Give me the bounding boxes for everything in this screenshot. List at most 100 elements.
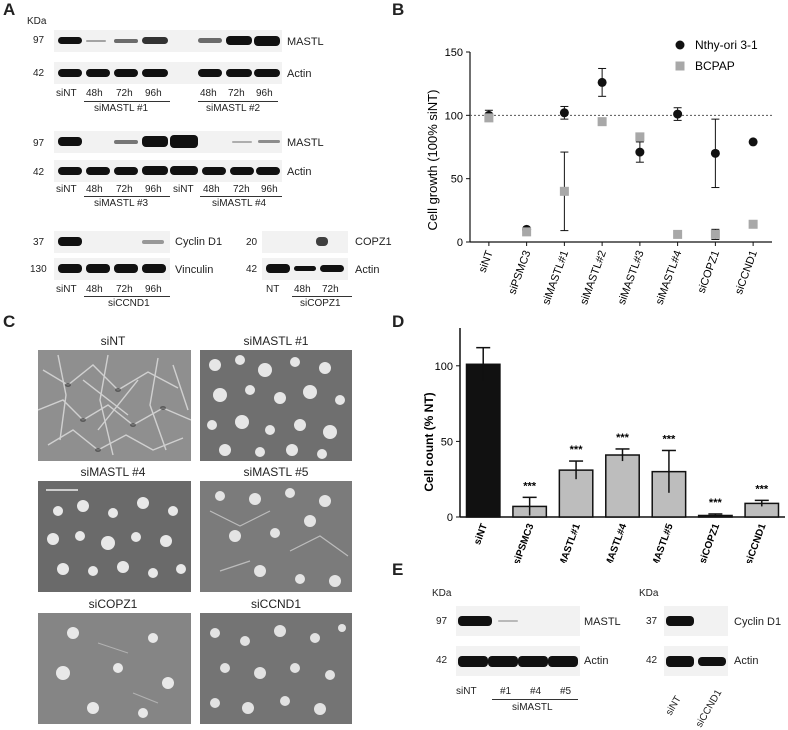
western-blot-cyclin-d1 [54,231,170,253]
protein-label-actin: Actin [287,68,312,80]
protein-label-cyclin-d1: Cyclin D1 [734,616,782,628]
bar-chart-cell-count: 0 50 100 siNT siPSMC3 siMASTL#1 siMASTL#4 siMAS… [422,328,785,563]
kda-label: KDa [639,588,659,599]
data-point-nthy [673,109,683,119]
legend-entry: Nthy-ori 3-1 [695,38,758,52]
y-tick-label: 100 [435,361,453,373]
x-tick-label: siCCND1 [744,522,769,563]
data-point-nthy [710,148,720,158]
protein-label-cyclin-d1: Cyclin D1 [175,236,223,248]
significance-marker: *** [523,480,537,492]
lane-label: 48h [86,184,103,195]
legend-marker-bcpap [675,61,685,71]
micrograph-caption: siMASTL #5 [243,465,309,479]
panel-label-a: A [3,0,16,19]
kda-label: KDa [432,588,452,599]
lane-label: 96h [145,184,162,195]
western-blot-cyclin-d1-e [664,606,728,636]
protein-label-actin: Actin [734,655,759,667]
x-tick-label: siNT [472,522,490,546]
group-label: siMASTL #1 [94,103,149,114]
western-blot-vinculin [54,258,170,280]
protein-label-actin: Actin [584,655,609,667]
data-point-nthy [635,147,645,157]
group-label: siMASTL #4 [212,198,267,209]
marker-20: 20 [246,237,258,248]
lane-label: 96h [261,184,278,195]
marker-97: 97 [33,35,45,46]
protein-label-copz1: COPZ1 [355,236,392,248]
marker-37: 37 [646,616,658,627]
group-label: siCCND1 [108,298,150,309]
bar [465,363,501,518]
marker-97: 97 [33,138,45,149]
micrograph-simastl-4 [38,481,191,592]
significance-marker: *** [570,444,584,456]
y-tick-label: 150 [445,47,463,59]
lane-label: 72h [228,88,245,99]
lane-label: 48h [294,284,311,295]
lane-label: siNT [664,694,684,718]
marker-42: 42 [33,167,45,178]
lane-label: siNT [56,284,77,295]
panel-label-e: E [392,560,404,579]
lane-label: siNT [56,184,77,195]
lane-label: 96h [256,88,273,99]
protein-label-mastl: MASTL [584,616,621,628]
x-tick-label: siMASTL#2 [578,249,609,307]
x-tick-label: siMASTL#5 [647,522,676,563]
panel-label-d: D [392,312,405,331]
data-point-nthy [597,77,607,87]
y-tick-label: 0 [457,237,463,249]
group-label: siMASTL #3 [94,198,149,209]
x-tick-label: siMASTL#1 [554,522,583,563]
significance-marker: *** [709,497,723,509]
marker-37: 37 [33,237,45,248]
lane-label: #1 [500,686,512,697]
data-point-bcpap [710,229,720,239]
lane-label: siNT [173,184,194,195]
lane-label: 48h [86,284,103,295]
x-tick-label: siNT [477,249,496,275]
data-point-bcpap [522,227,532,237]
y-tick-label: 50 [441,436,453,448]
x-tick-label: siCOPZ1 [698,522,723,563]
micrograph-caption: siNT [100,334,126,348]
micrograph-siccnd1 [200,613,352,724]
y-tick-label: 50 [451,174,463,186]
significance-marker: *** [616,432,630,444]
western-blot-actin-copz1 [262,258,348,280]
x-tick-label: siMASTL#4 [654,249,685,307]
marker-42: 42 [246,264,258,275]
lane-label: 96h [145,284,162,295]
data-point-bcpap [597,117,607,127]
x-tick-label: siCOPZ1 [696,249,723,295]
micrograph-simastl-1 [200,350,352,461]
x-tick-label: siMASTL#4 [601,522,630,563]
y-axis-label: Cell count (% NT) [422,392,436,491]
lane-label: #5 [560,686,572,697]
x-tick-label: siMASTL#1 [540,249,571,307]
lane-label: NT [266,284,280,295]
panel-label-b: B [392,0,405,19]
legend-marker-nthy [675,40,685,50]
group-label: siCOPZ1 [300,298,341,309]
data-point-bcpap [673,229,683,239]
x-tick-label: siPSMC3 [511,522,536,563]
protein-label-vinculin: Vinculin [175,264,214,276]
group-label: siMASTL [512,702,553,713]
lane-label: 48h [203,184,220,195]
data-point-bcpap [748,219,758,229]
marker-97: 97 [436,616,448,627]
marker-42: 42 [646,655,658,666]
legend-entry: BCPAP [695,59,735,73]
lane-label: 48h [86,88,103,99]
lane-label: 72h [116,284,133,295]
lane-label: 72h [233,184,250,195]
western-blot-actin-e2 [664,646,728,676]
data-point-nthy [559,108,569,118]
legend: Nthy-ori 3-1 BCPAP [675,38,758,73]
lane-label: 72h [116,88,133,99]
lane-label: siNT [56,88,77,99]
